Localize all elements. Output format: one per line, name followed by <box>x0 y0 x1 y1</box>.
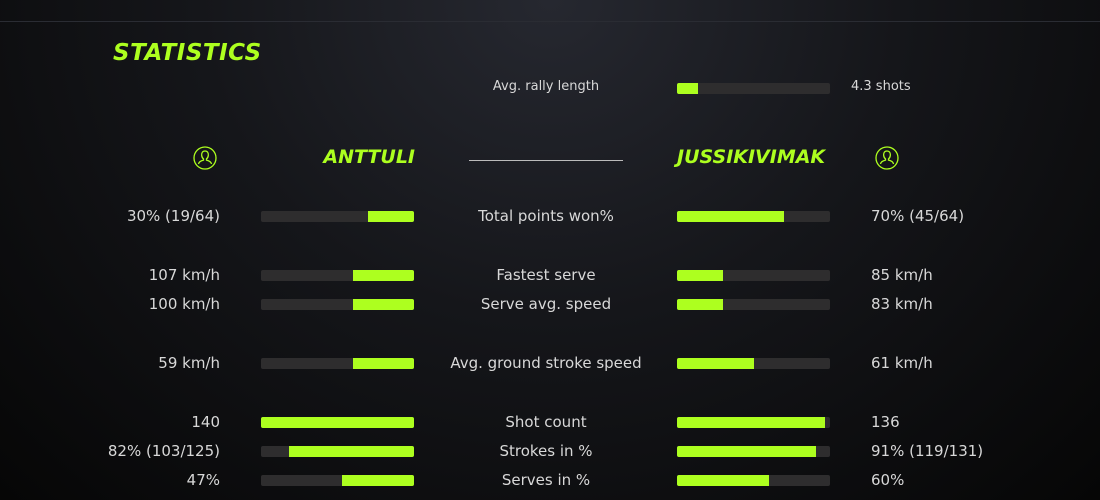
stat-right-bar-fill <box>677 475 769 486</box>
stat-right-value: 60% <box>871 471 905 489</box>
stat-right-bar-fill <box>677 299 723 310</box>
stat-left-bar-fill <box>342 475 414 486</box>
stat-right-bar-fill <box>677 358 754 369</box>
stat-left-value: 140 <box>191 413 220 431</box>
player-right-name: JUSSIKIVIMAK <box>677 146 826 168</box>
stat-right-bar <box>677 417 830 428</box>
stat-left-bar-fill <box>352 270 414 281</box>
stat-right-bar <box>677 358 830 369</box>
stat-left-value: 82% (103/125) <box>107 442 220 460</box>
stat-row: 30% (19/64) Total points won% 70% (45/64… <box>0 207 1100 227</box>
stat-right-bar-fill <box>677 211 785 222</box>
stat-row: 59 km/h Avg. ground stroke speed 61 km/h <box>0 354 1100 374</box>
stat-left-value: 59 km/h <box>158 354 220 372</box>
user-circle-icon <box>875 146 899 170</box>
stat-right-bar <box>677 446 830 457</box>
rally-bar <box>677 83 830 94</box>
stat-left-bar <box>261 475 414 486</box>
stat-left-bar <box>261 358 414 369</box>
stat-left-value: 107 km/h <box>148 266 220 284</box>
stat-right-bar <box>677 299 830 310</box>
stat-right-value: 91% (119/131) <box>871 442 984 460</box>
stat-left-value: 100 km/h <box>148 295 220 313</box>
stat-left-bar-fill <box>261 417 414 428</box>
stat-left-bar-fill <box>288 446 414 457</box>
stat-label: Shot count <box>505 413 587 431</box>
stat-right-bar <box>677 211 830 222</box>
player-left-name: ANTTULI <box>323 146 415 168</box>
stat-label: Strokes in % <box>499 442 593 460</box>
stat-left-bar <box>261 446 414 457</box>
header-divider <box>469 160 623 161</box>
stat-right-bar <box>677 475 830 486</box>
stat-right-bar <box>677 270 830 281</box>
rally-row: Avg. rally length 4.3 shots <box>0 79 1100 99</box>
stat-left-bar-fill <box>368 211 414 222</box>
rally-value: 4.3 shots <box>851 79 911 94</box>
stat-row: 82% (103/125) Strokes in % 91% (119/131) <box>0 442 1100 462</box>
stat-right-value: 85 km/h <box>871 266 933 284</box>
stat-right-bar-fill <box>677 270 723 281</box>
stat-left-value: 30% (19/64) <box>126 207 220 225</box>
rally-label: Avg. rally length <box>492 79 600 94</box>
stat-left-bar-fill <box>352 358 414 369</box>
stat-row: 47% Serves in % 60% <box>0 471 1100 491</box>
stat-row: 100 km/h Serve avg. speed 83 km/h <box>0 295 1100 315</box>
stat-left-bar-fill <box>352 299 414 310</box>
stat-row: 107 km/h Fastest serve 85 km/h <box>0 266 1100 286</box>
top-divider <box>0 21 1100 22</box>
stat-right-value: 70% (45/64) <box>871 207 965 225</box>
stat-right-value: 61 km/h <box>871 354 933 372</box>
stat-left-bar <box>261 270 414 281</box>
page-title: STATISTICS <box>113 40 262 66</box>
stat-left-bar <box>261 211 414 222</box>
stat-label: Avg. ground stroke speed <box>450 354 642 372</box>
stat-label: Fastest serve <box>496 266 596 284</box>
stat-right-value: 83 km/h <box>871 295 933 313</box>
stat-right-bar-fill <box>677 417 826 428</box>
stat-row: 140 Shot count 136 <box>0 413 1100 433</box>
stat-label: Serves in % <box>501 471 591 489</box>
stat-left-value: 47% <box>186 471 220 489</box>
rally-bar-fill <box>677 83 699 94</box>
stat-left-bar <box>261 299 414 310</box>
stat-right-bar-fill <box>677 446 817 457</box>
stat-right-value: 136 <box>871 413 900 431</box>
user-circle-icon <box>193 146 217 170</box>
stat-label: Total points won% <box>478 207 614 225</box>
stat-label: Serve avg. speed <box>480 295 612 313</box>
stat-left-bar <box>261 417 414 428</box>
